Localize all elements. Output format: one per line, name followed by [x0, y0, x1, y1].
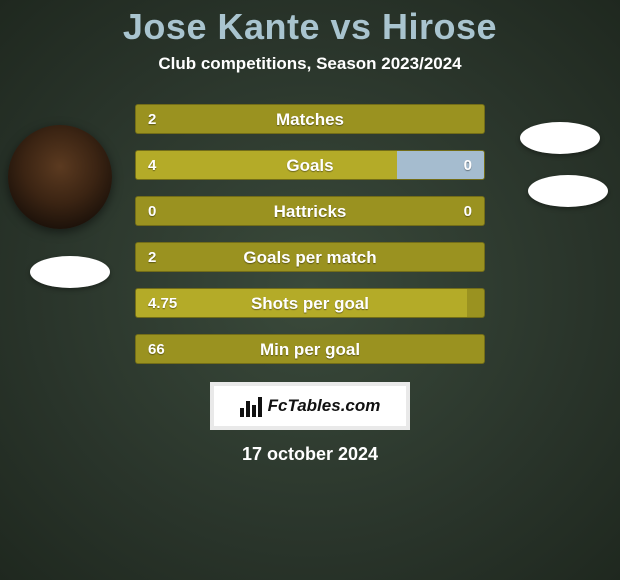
source-badge-text: FcTables.com — [268, 396, 381, 416]
bar-left-fill — [136, 151, 397, 179]
bar-row: 4.75Shots per goal — [135, 288, 485, 318]
chart-icon — [240, 395, 262, 417]
bar-right-fill — [397, 151, 484, 179]
flag-right-2 — [528, 175, 608, 207]
subtitle: Club competitions, Season 2023/2024 — [0, 54, 620, 74]
flag-right-1 — [520, 122, 600, 154]
source-badge[interactable]: FcTables.com — [210, 382, 410, 430]
flag-left — [30, 256, 110, 288]
bar-left-fill — [136, 289, 467, 317]
bar-left-fill — [136, 105, 484, 133]
bar-row: 40Goals — [135, 150, 485, 180]
bar-row: 00Hattricks — [135, 196, 485, 226]
bar-row: 2Goals per match — [135, 242, 485, 272]
bar-left-fill — [136, 335, 484, 363]
bar-left-fill — [136, 197, 484, 225]
player-avatar-left — [8, 125, 112, 229]
comparison-bars: 2Matches 40Goals 00Hattricks 2Goals per mat… — [135, 104, 485, 364]
bar-row: 2Matches — [135, 104, 485, 134]
bar-row: 66Min per goal — [135, 334, 485, 364]
comparison-card: Jose Kante vs Hirose Club competitions, … — [0, 0, 620, 580]
footer-date: 17 october 2024 — [0, 444, 620, 465]
page-title: Jose Kante vs Hirose — [0, 6, 620, 48]
bar-left-fill — [136, 243, 484, 271]
